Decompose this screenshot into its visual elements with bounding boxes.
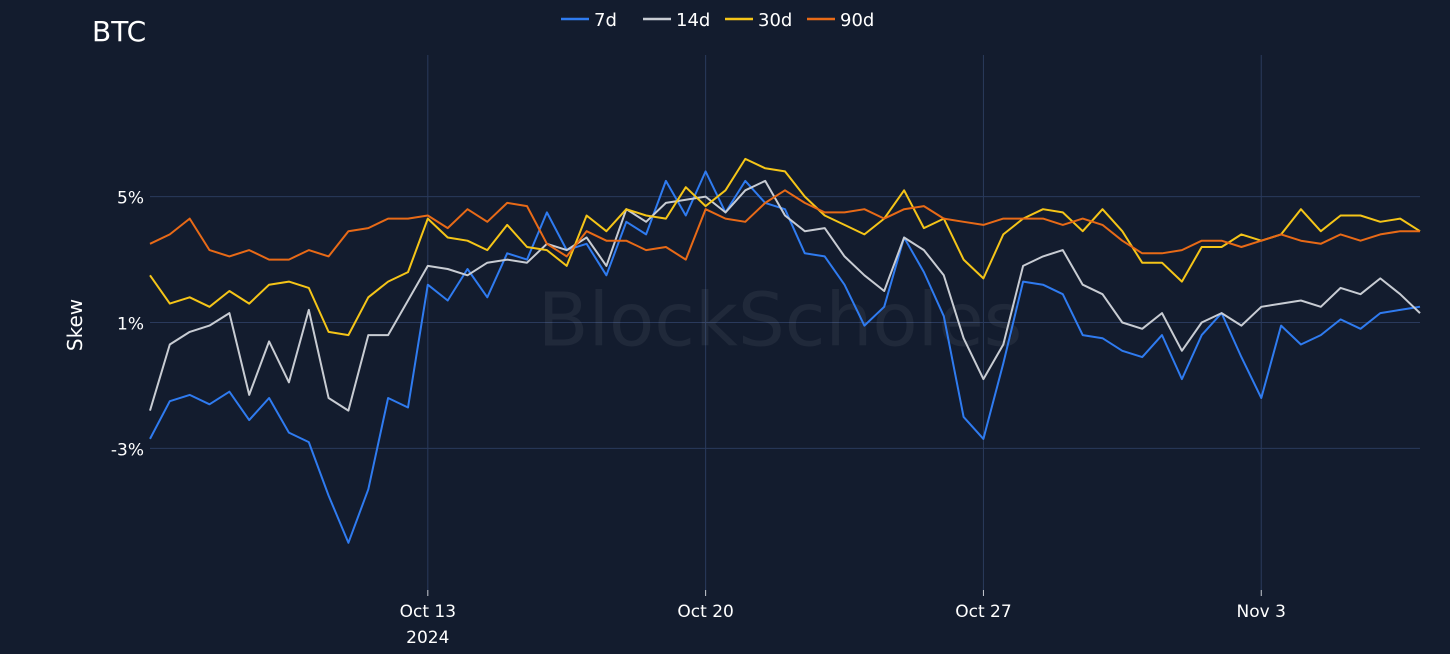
x-tick-label: Oct 27	[955, 602, 1011, 622]
series-line-30d	[149, 157, 1421, 337]
x-tick-label: Oct 13	[400, 602, 456, 622]
legend-item-30d[interactable]: 30d	[725, 10, 792, 31]
legend-label: 90d	[840, 10, 874, 31]
series-line-14d	[149, 179, 1421, 412]
legend-label: 14d	[676, 10, 710, 31]
x-tick-label: Nov 3	[1237, 602, 1286, 622]
axis-layer: 5% 1% -3% Oct 13 2024 Oct 20 Oct 27 Nov 3	[111, 189, 1286, 648]
y-tick-label: -3%	[111, 440, 144, 460]
legend-label: 7d	[594, 10, 617, 31]
legend-item-14d[interactable]: 14d	[643, 10, 710, 31]
legend-item-7d[interactable]: 7d	[561, 10, 617, 31]
legend[interactable]: 7d 14d 30d 90d	[561, 10, 874, 31]
series-line-90d	[149, 189, 1420, 261]
series-line-7d	[149, 170, 1421, 544]
y-tick-label: 1%	[117, 315, 144, 335]
chart-title: BTC	[92, 15, 146, 48]
x-tick-sublabel: 2024	[406, 628, 449, 648]
grid-layer	[150, 55, 1420, 590]
series-layer	[149, 157, 1421, 544]
legend-item-90d[interactable]: 90d	[807, 10, 874, 31]
legend-label: 30d	[758, 10, 792, 31]
watermark: BlockScholes	[538, 278, 1023, 364]
watermark-layer: BlockScholes	[538, 278, 1023, 364]
x-tick-label: Oct 20	[677, 602, 733, 622]
y-tick-label: 5%	[117, 189, 144, 209]
y-axis-label: Skew	[63, 299, 87, 351]
